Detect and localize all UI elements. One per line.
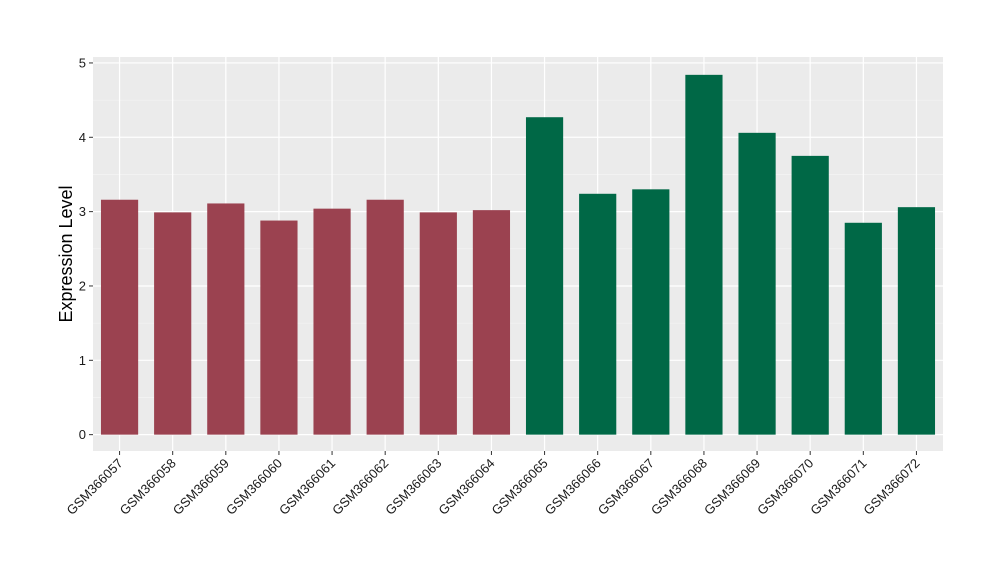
x-tick-label: GSM366060: [223, 456, 285, 518]
bar: [844, 222, 882, 435]
x-tick-label: GSM366065: [488, 456, 550, 518]
y-tick-label: 0: [79, 427, 86, 442]
x-axis: GSM366057GSM366058GSM366059GSM366060GSM3…: [63, 451, 923, 518]
x-tick-label: GSM366072: [860, 456, 922, 518]
y-tick-label: 2: [79, 278, 86, 293]
bar: [632, 189, 670, 435]
bars: [100, 74, 936, 435]
x-tick-label: GSM366066: [542, 456, 604, 518]
bar: [472, 210, 511, 435]
bar: [738, 132, 776, 435]
x-tick-label: GSM366064: [435, 456, 497, 518]
x-tick-label: GSM366059: [170, 456, 232, 518]
bar: [525, 117, 564, 435]
x-tick-label: GSM366063: [382, 456, 444, 518]
x-tick-label: GSM366070: [754, 456, 816, 518]
y-tick-label: 5: [79, 55, 86, 70]
bar: [100, 199, 139, 435]
bar: [207, 203, 245, 435]
x-tick-label: GSM366058: [117, 456, 179, 518]
bar: [313, 208, 351, 435]
y-tick-label: 3: [79, 204, 86, 219]
x-tick-label: GSM366067: [595, 456, 657, 518]
y-tick-label: 4: [79, 130, 86, 145]
bar: [791, 155, 829, 435]
bar: [260, 220, 298, 435]
bar: [419, 212, 457, 435]
x-tick-label: GSM366068: [648, 456, 710, 518]
y-axis-title: Expression Level: [56, 185, 76, 322]
x-tick-label: GSM366069: [701, 456, 763, 518]
bar: [154, 212, 192, 435]
bar: [897, 207, 936, 435]
x-tick-label: GSM366057: [63, 456, 125, 518]
bar: [685, 74, 723, 435]
x-tick-label: GSM366071: [807, 456, 869, 518]
bar: [579, 193, 617, 435]
x-tick-label: GSM366061: [276, 456, 338, 518]
y-tick-label: 1: [79, 353, 86, 368]
x-tick-label: GSM366062: [329, 456, 391, 518]
bar: [366, 199, 404, 435]
y-axis: 0 1 2 3 4 5: [79, 55, 93, 442]
